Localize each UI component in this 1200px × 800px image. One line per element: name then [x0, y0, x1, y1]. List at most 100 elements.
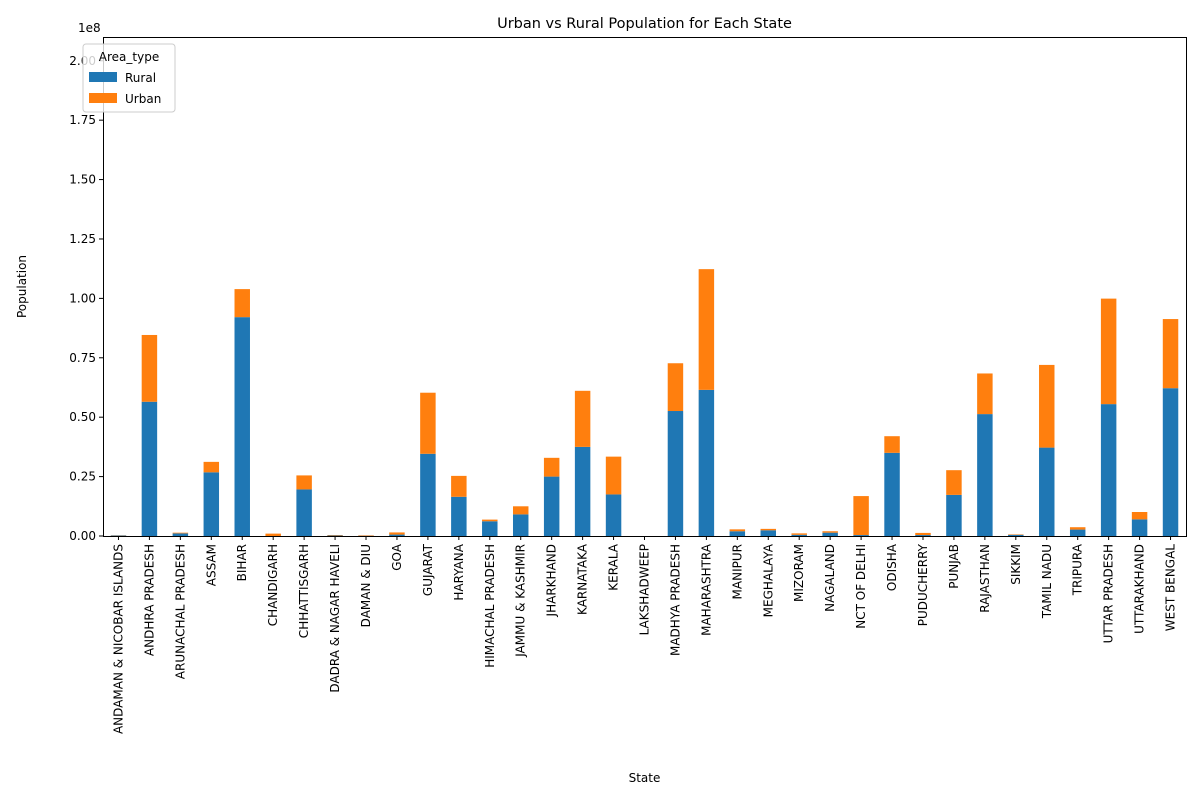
x-tick-label: ANDHRA PRADESH — [142, 544, 156, 656]
bar-urban — [729, 529, 746, 532]
x-tick-label: JAMMU & KASHMIR — [514, 544, 528, 658]
y-tick-label: 0.75 — [69, 351, 96, 365]
legend-swatch-rural — [89, 72, 117, 82]
bar-rural — [574, 446, 591, 536]
legend-title: Area_type — [99, 50, 159, 64]
x-tick-label: LAKSHADWEEP — [638, 544, 652, 635]
bar-urban — [1100, 298, 1117, 405]
legend: Area_type Rural Urban — [82, 43, 176, 113]
bar-urban — [605, 456, 622, 495]
x-tick-label: PUNJAB — [947, 544, 961, 589]
bar-urban — [791, 533, 807, 535]
bar-rural — [420, 453, 436, 536]
bar-urban — [512, 506, 529, 515]
bar-rural — [1008, 534, 1024, 536]
bar-rural — [1069, 529, 1086, 536]
x-tick-label: CHANDIGARH — [266, 544, 280, 626]
bar-urban — [451, 475, 467, 497]
bar-rural — [822, 532, 838, 536]
bar-rural — [482, 521, 498, 536]
x-tick-label: KARNATAKA — [576, 543, 590, 615]
bar-rural — [915, 535, 931, 536]
bar-rural — [729, 531, 746, 536]
bar-urban — [203, 461, 220, 473]
bar-urban — [482, 519, 498, 522]
x-axis-label: State — [629, 771, 661, 785]
x-tick-label: ODISHA — [885, 543, 899, 591]
x-tick-label: DAMAN & DIU — [359, 544, 373, 627]
chart-title: Urban vs Rural Population for Each State — [497, 16, 792, 32]
bar-urban — [1162, 319, 1179, 389]
bar-rural — [389, 534, 405, 536]
bar-rural — [1162, 388, 1179, 536]
x-tick-label: BIHAR — [235, 544, 249, 581]
x-tick-label: PUDUCHERRY — [916, 543, 930, 626]
x-tick-label: MANIPUR — [730, 544, 744, 599]
bar-rural — [791, 534, 807, 536]
y-tick-label: 1.75 — [69, 113, 96, 127]
x-tick-label: DADRA & NAGAR HAVELI — [328, 544, 342, 693]
bar-rural — [946, 494, 962, 536]
bar-urban — [853, 496, 869, 536]
bar-rural — [1039, 447, 1055, 536]
bar-rural — [172, 533, 189, 536]
x-axis-ticks: ANDAMAN & NICOBAR ISLANDS ANDHRA PRADESH A… — [111, 536, 1178, 734]
bar-urban — [977, 373, 993, 415]
x-tick-label: GUJARAT — [421, 543, 435, 596]
bar-urban — [915, 532, 931, 536]
bar-urban — [1131, 512, 1148, 520]
bar-urban — [265, 533, 281, 536]
bar-urban — [667, 363, 684, 412]
bars-group — [110, 269, 1179, 536]
y-axis-label: Population — [15, 255, 29, 318]
x-tick-label: NCT OF DELHI — [854, 544, 868, 629]
x-tick-label: NAGALAND — [823, 544, 837, 612]
bar-rural — [853, 535, 869, 536]
y-tick-label: 0.50 — [69, 410, 96, 424]
x-tick-label: MADHYA PRADESH — [668, 544, 682, 656]
x-tick-label: TRIPURA — [1071, 543, 1085, 596]
bar-urban — [1069, 527, 1086, 530]
x-tick-label: HIMACHAL PRADESH — [483, 544, 497, 668]
bar-urban — [172, 532, 189, 534]
y-tick-label: 1.25 — [69, 232, 96, 246]
x-tick-label: CHHATTISGARH — [297, 544, 311, 638]
bar-rural — [543, 476, 560, 536]
bar-urban — [760, 528, 777, 531]
bar-urban — [574, 390, 591, 447]
bar-rural — [234, 317, 250, 536]
bar-urban — [420, 392, 436, 454]
x-tick-label: MAHARASHTRA — [699, 543, 713, 636]
bar-urban — [822, 531, 838, 533]
y-tick-label: 0.00 — [69, 529, 96, 543]
x-tick-label: ASSAM — [204, 544, 218, 586]
bar-urban — [884, 436, 900, 453]
bar-urban — [389, 532, 405, 535]
x-tick-label: WEST BENGAL — [1164, 544, 1178, 632]
x-tick-label: UTTAR PRADESH — [1102, 544, 1116, 643]
legend-label-rural: Rural — [125, 71, 156, 85]
bar-rural — [512, 514, 529, 536]
x-tick-label: SIKKIM — [1009, 544, 1023, 585]
bar-rural — [760, 530, 777, 536]
x-tick-label: MEGHALAYA — [761, 543, 775, 617]
bar-urban — [296, 475, 312, 490]
x-tick-label: HARYANA — [452, 543, 466, 600]
bar-rural — [296, 489, 312, 536]
bar-urban — [698, 269, 715, 390]
bar-urban — [543, 457, 560, 477]
bar-rural — [1131, 519, 1148, 536]
bar-rural — [451, 496, 467, 536]
bar-urban — [1039, 364, 1055, 448]
x-tick-label: TAMIL NADU — [1040, 544, 1054, 619]
y-tick-label: 1.00 — [69, 291, 96, 305]
y-tick-label: 1.50 — [69, 173, 96, 187]
bar-rural — [605, 494, 622, 536]
y-axis-offset-label: 1e8 — [78, 21, 101, 35]
bar-rural — [1100, 404, 1117, 536]
bar-urban — [946, 470, 962, 495]
y-tick-label: 0.25 — [69, 470, 96, 484]
legend-label-urban: Urban — [125, 92, 161, 106]
